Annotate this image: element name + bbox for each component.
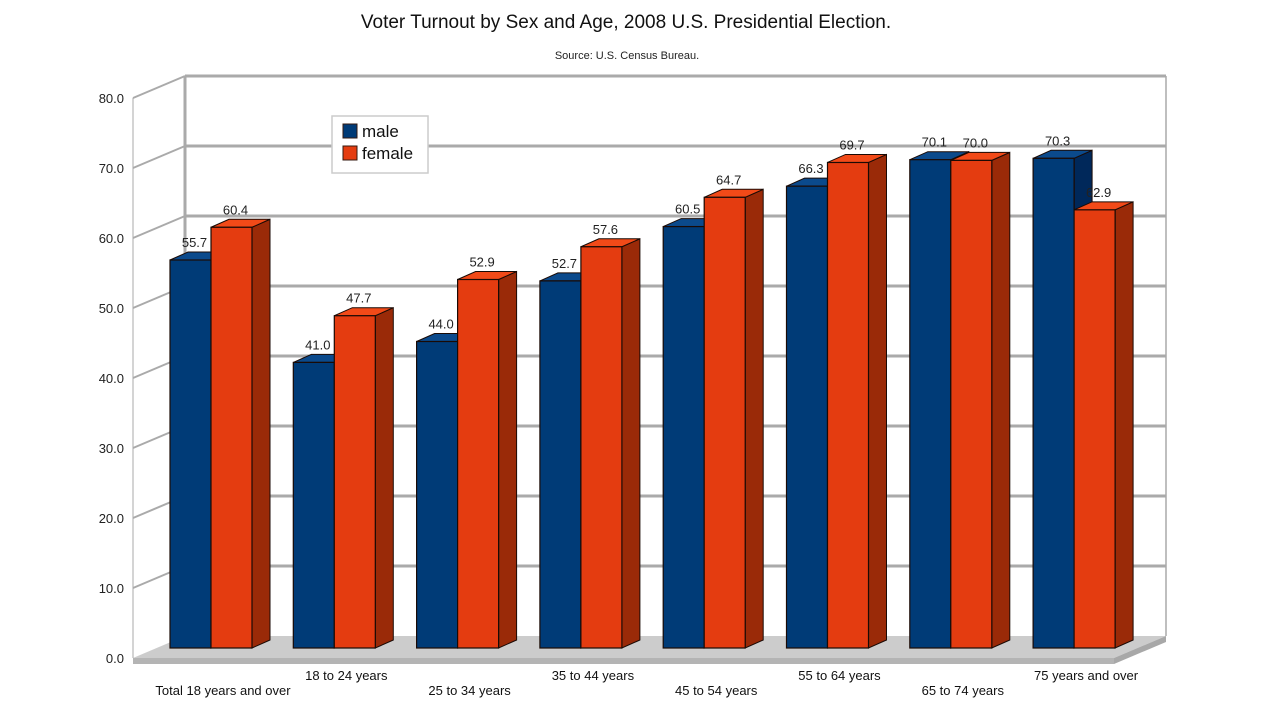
legend: male female: [331, 115, 429, 174]
bar-side: [498, 270, 518, 649]
x-category-label: 65 to 74 years: [922, 683, 1005, 698]
bar-front: [416, 340, 459, 649]
y-tick-label: 40.0: [99, 371, 124, 386]
bar-front: [909, 159, 952, 649]
bar-side: [374, 306, 394, 649]
bar-front: [580, 246, 623, 649]
bar-front: [292, 361, 335, 649]
y-tick-label: 30.0: [99, 441, 124, 456]
x-category-label: 75 years and over: [1034, 668, 1139, 683]
floor-side: [1114, 636, 1166, 664]
bar-side: [1114, 201, 1134, 649]
bar-front: [457, 278, 500, 649]
floor: [133, 636, 1166, 658]
bar-front: [333, 315, 376, 649]
data-label: 60.4: [223, 202, 248, 217]
data-label: 70.3: [1045, 133, 1070, 148]
bar-front: [210, 226, 253, 649]
y-tick-label: 20.0: [99, 511, 124, 526]
data-label: 57.6: [593, 222, 618, 237]
data-label: 52.9: [469, 255, 494, 270]
x-axis-categories: Total 18 years and over 18 to 24 years 25 …: [155, 668, 1138, 698]
x-category-label: Total 18 years and over: [155, 683, 291, 698]
bar-side: [991, 151, 1011, 649]
bar-female: [1073, 201, 1134, 649]
gridlines: [132, 74, 1166, 589]
bar-side: [744, 188, 764, 649]
bar-front: [785, 185, 829, 649]
data-label: 44.0: [428, 317, 453, 332]
data-label: 55.7: [182, 235, 207, 250]
y-tick-label: 10.0: [99, 581, 124, 596]
chart-walls: [132, 76, 1167, 664]
bar-front: [1032, 157, 1075, 649]
gridline-diagonal: [132, 215, 186, 239]
bar-front: [539, 280, 582, 649]
y-tick-label: 0.0: [106, 651, 124, 666]
bar-female: [950, 151, 1011, 649]
data-label: 70.1: [922, 135, 947, 150]
legend-swatch-male: [342, 123, 358, 139]
data-label: 47.7: [346, 291, 371, 306]
bar-front: [703, 196, 746, 649]
bar-female: [457, 270, 518, 649]
y-axis-ticks: 0.0 10.0 20.0 30.0 40.0 50.0 60.0 70.0 80.0: [99, 91, 124, 666]
data-label: 41.0: [305, 337, 330, 352]
gridline-diagonal: [132, 75, 186, 99]
x-category-label: 35 to 44 years: [552, 668, 635, 683]
bar-front: [950, 159, 993, 649]
bars: [169, 149, 1134, 649]
bar-female: [703, 188, 764, 649]
bar-female: [580, 237, 641, 649]
legend-swatch-female: [342, 145, 358, 161]
gridline-diagonal: [132, 145, 186, 169]
bar-front: [662, 225, 705, 649]
bar-female: [826, 153, 887, 649]
bar-front: [1073, 209, 1116, 649]
floor-edge: [133, 658, 1114, 664]
bar-female: [333, 306, 394, 649]
bar-side: [251, 218, 271, 649]
x-category-label: 55 to 64 years: [798, 668, 881, 683]
data-label: 69.7: [839, 137, 864, 152]
data-label: 64.7: [716, 172, 741, 187]
bar-front: [826, 161, 870, 649]
bar-female: [210, 218, 271, 649]
chart-subtitle: Source: U.S. Census Bureau.: [555, 50, 699, 62]
y-tick-label: 80.0: [99, 91, 124, 106]
data-label: 60.5: [675, 202, 700, 217]
legend-label-female: female: [362, 144, 413, 163]
data-labels: 55.7 60.4 41.0 47.7 44.0 52.9 52.7 57.6 60.5 64.7…: [182, 133, 1111, 352]
y-tick-label: 70.0: [99, 161, 124, 176]
y-tick-label: 50.0: [99, 301, 124, 316]
bar-front: [169, 259, 212, 649]
data-label: 62.9: [1086, 185, 1111, 200]
legend-label-male: male: [362, 122, 399, 141]
data-label: 66.3: [798, 161, 823, 176]
x-category-label: 45 to 54 years: [675, 683, 758, 698]
bar-side: [621, 237, 641, 649]
data-label: 52.7: [552, 256, 577, 271]
data-label: 70.0: [963, 135, 988, 150]
chart-title: Voter Turnout by Sex and Age, 2008 U.S. …: [361, 12, 891, 33]
x-category-label: 25 to 34 years: [428, 683, 511, 698]
bar-side: [868, 153, 887, 649]
x-category-label: 18 to 24 years: [305, 668, 388, 683]
y-tick-label: 60.0: [99, 231, 124, 246]
